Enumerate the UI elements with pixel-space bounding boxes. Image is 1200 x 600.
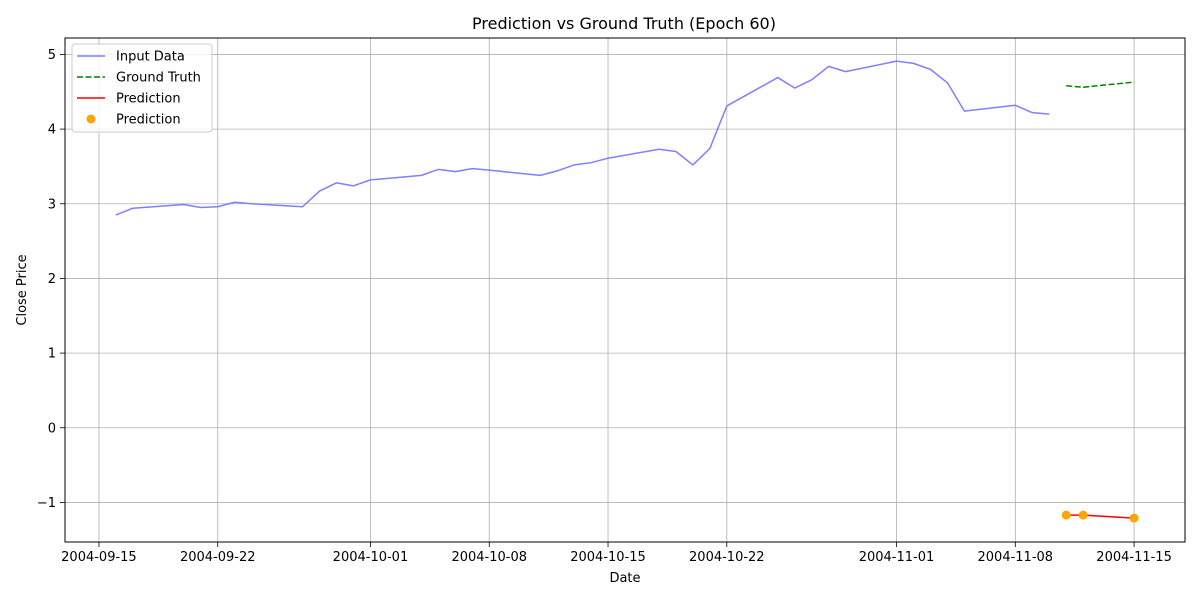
legend-label: Ground Truth (116, 71, 201, 86)
x-tick-label: 2004-11-01 (859, 550, 935, 565)
x-tick-label: 2004-09-15 (61, 550, 137, 565)
y-axis-title: Close Price (15, 254, 30, 325)
y-tick-label: −1 (37, 496, 56, 511)
legend-label: Input Data (116, 50, 185, 65)
y-tick-label: 3 (48, 197, 56, 212)
chart-title: Prediction vs Ground Truth (Epoch 60) (472, 14, 776, 33)
prediction-point (1079, 511, 1088, 520)
legend-label: Prediction (116, 92, 181, 107)
x-tick-label: 2004-10-15 (570, 550, 646, 565)
x-tick-label: 2004-09-22 (180, 550, 256, 565)
x-tick-label: 2004-10-08 (451, 550, 527, 565)
y-tick-label: 0 (48, 421, 56, 436)
x-tick-label: 2004-11-08 (978, 550, 1054, 565)
legend: Input Data Ground Truth Prediction Predicti… (72, 44, 212, 132)
legend-label: Prediction (116, 113, 181, 128)
x-tick-label: 2004-10-01 (333, 550, 409, 565)
legend-swatch-prediction-marker (87, 115, 96, 124)
y-tick-label: 5 (48, 48, 56, 63)
prediction-point (1062, 511, 1071, 520)
y-tick-label: 2 (48, 272, 56, 287)
y-tick-label: 4 (48, 123, 56, 138)
x-tick-label: 2004-11-15 (1096, 550, 1172, 565)
x-tick-label: 2004-10-22 (689, 550, 765, 565)
prediction-point (1130, 514, 1139, 523)
y-tick-label: 1 (48, 347, 56, 362)
x-axis-title: Date (609, 571, 640, 586)
